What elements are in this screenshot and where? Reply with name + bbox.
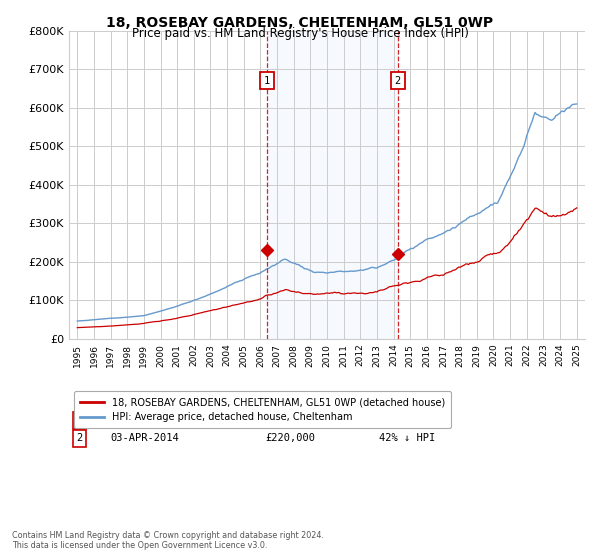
Text: 28% ↓ HPI: 28% ↓ HPI	[379, 416, 435, 426]
Text: 2: 2	[76, 433, 82, 444]
Legend: 18, ROSEBAY GARDENS, CHELTENHAM, GL51 0WP (detached house), HPI: Average price, : 18, ROSEBAY GARDENS, CHELTENHAM, GL51 0W…	[74, 391, 451, 428]
Text: Contains HM Land Registry data © Crown copyright and database right 2024.
This d: Contains HM Land Registry data © Crown c…	[12, 530, 324, 550]
Text: 03-APR-2014: 03-APR-2014	[110, 433, 179, 444]
Text: 1: 1	[76, 416, 82, 426]
Text: £220,000: £220,000	[265, 433, 315, 444]
Text: 1: 1	[264, 76, 270, 86]
Text: 18, ROSEBAY GARDENS, CHELTENHAM, GL51 0WP: 18, ROSEBAY GARDENS, CHELTENHAM, GL51 0W…	[106, 16, 494, 30]
Text: 26-MAY-2006: 26-MAY-2006	[110, 416, 179, 426]
Text: Price paid vs. HM Land Registry's House Price Index (HPI): Price paid vs. HM Land Registry's House …	[131, 27, 469, 40]
Text: £229,950: £229,950	[265, 416, 315, 426]
Text: 2: 2	[395, 76, 401, 86]
Text: 42% ↓ HPI: 42% ↓ HPI	[379, 433, 435, 444]
Bar	[267, 31, 398, 339]
